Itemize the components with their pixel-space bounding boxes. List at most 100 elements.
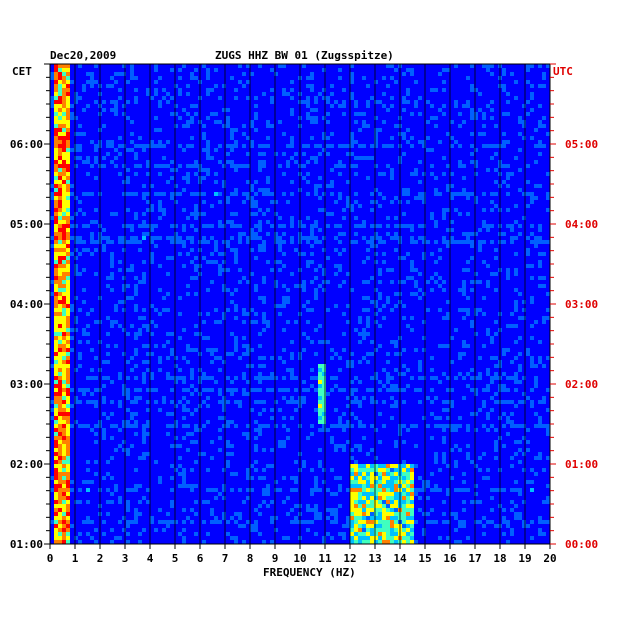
spectrogram-cell [366,160,370,164]
spectrogram-cell [50,192,54,196]
spectrogram-cell [406,136,410,140]
spectrogram-cell [266,80,270,84]
spectrogram-cell [126,152,130,156]
spectrogram-cell [338,124,342,128]
spectrogram-cell [90,76,94,80]
spectrogram-cell [190,220,194,224]
spectrogram-cell [182,204,186,208]
spectrogram-cell [542,196,546,200]
spectrogram-cell [394,88,398,92]
spectrogram-cell [310,196,314,200]
spectrogram-cell [450,204,454,208]
spectrogram-cell [290,212,294,216]
spectrogram-cell [450,124,454,128]
spectrogram-cell [542,64,546,68]
spectrogram-cell [310,180,314,184]
spectrogram-cell [190,104,194,108]
spectrogram-cell [318,76,322,80]
spectrogram-cell [214,124,218,128]
spectrogram-cell [490,84,494,88]
spectrogram-cell [246,172,250,176]
spectrogram-cell [362,64,366,68]
spectrogram-cell [58,84,62,88]
spectrogram-cell [178,144,182,148]
spectrogram-cell [238,124,242,128]
spectrogram-cell [522,112,526,116]
spectrogram-cell [282,120,286,124]
spectrogram-cell [178,124,182,128]
spectrogram-cell [230,208,234,212]
spectrogram-cell [230,144,234,148]
spectrogram-cell [186,208,190,212]
spectrogram-cell [106,104,110,108]
spectrogram-cell [302,92,306,96]
spectrogram-cell [450,68,454,72]
spectrogram-cell [462,212,466,216]
spectrogram-cell [530,116,534,120]
spectrogram-cell [158,212,162,216]
spectrogram-cell [258,156,262,160]
spectrogram-cell [114,164,118,168]
spectrogram-cell [174,116,178,120]
spectrogram-cell [246,208,250,212]
spectrogram-cell [474,148,478,152]
spectrogram-cell [94,140,98,144]
spectrogram-cell [222,80,226,84]
spectrogram-cell [318,216,322,220]
spectrogram-cell [90,220,94,224]
spectrogram-cell [170,208,174,212]
spectrogram-cell [66,212,70,216]
spectrogram-cell [374,212,378,216]
spectrogram-cell [538,80,542,84]
spectrogram-cell [478,184,482,188]
spectrogram-cell [430,144,434,148]
spectrogram-cell [442,188,446,192]
spectrogram-cell [278,84,282,88]
spectrogram-cell [86,196,90,200]
spectrogram-cell [394,164,398,168]
spectrogram-cell [202,80,206,84]
spectrogram-cell [462,144,466,148]
spectrogram-cell [278,216,282,220]
spectrogram-cell [318,120,322,124]
spectrogram-cell [474,212,478,216]
spectrogram-cell [214,100,218,104]
spectrogram-cell [278,148,282,152]
spectrogram-cell [478,176,482,180]
spectrogram-cell [54,88,58,92]
spectrogram-cell [130,200,134,204]
spectrogram-cell [354,88,358,92]
spectrogram-cell [514,68,518,72]
spectrogram-cell [242,180,246,184]
spectrogram-cell [138,116,142,120]
spectrogram-cell [58,204,62,208]
spectrogram-cell [250,200,254,204]
spectrogram-cell [342,80,346,84]
spectrogram-cell [218,212,222,216]
spectrogram-cell [218,200,222,204]
spectrogram-cell [510,184,514,188]
spectrogram-cell [66,68,70,72]
spectrogram-cell [322,160,326,164]
spectrogram-cell [74,84,78,88]
spectrogram-cell [162,160,166,164]
spectrogram-cell [170,112,174,116]
spectrogram-cell [318,124,322,128]
spectrogram-cell [206,116,210,120]
spectrogram-cell [90,208,94,212]
spectrogram-cell [90,128,94,132]
spectrogram-cell [454,76,458,80]
spectrogram-cell [490,204,494,208]
spectrogram-cell [410,104,414,108]
spectrogram-cell [166,208,170,212]
spectrogram-cell [346,124,350,128]
spectrogram-cell [322,68,326,72]
spectrogram-cell [510,188,514,192]
spectrogram-cell [438,136,442,140]
spectrogram-cell [454,180,458,184]
spectrogram-cell [294,68,298,72]
spectrogram-cell [374,160,378,164]
spectrogram-cell [538,100,542,104]
spectrogram-cell [302,128,306,132]
spectrogram-cell [378,148,382,152]
